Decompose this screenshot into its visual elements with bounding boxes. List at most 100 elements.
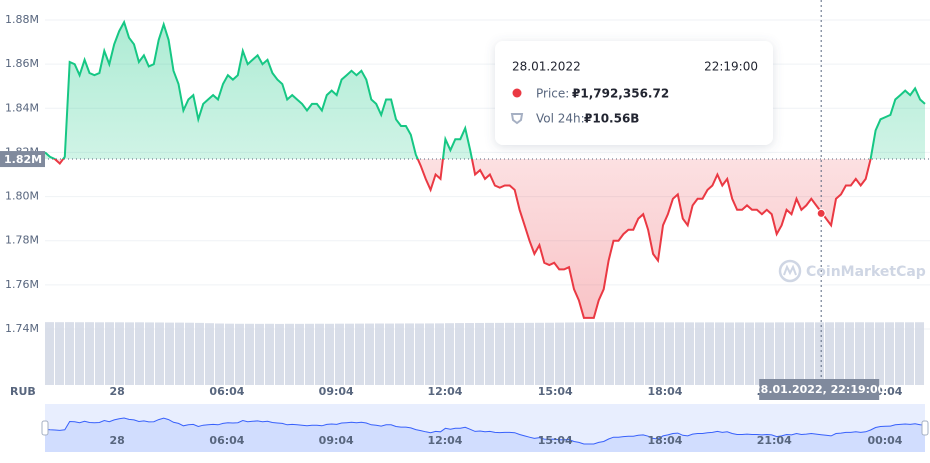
x-tick-label: 06:04 bbox=[209, 385, 244, 398]
volume-bar bbox=[225, 323, 234, 385]
x-tick-label: 15:04 bbox=[538, 385, 573, 398]
tooltip-price-name: Price: bbox=[536, 87, 569, 101]
volume-bar bbox=[285, 323, 294, 385]
volume-bar bbox=[305, 323, 314, 385]
navigator-tick-label: 09:04 bbox=[319, 434, 354, 447]
navigator-tick-label: 21:04 bbox=[757, 434, 792, 447]
volume-bar bbox=[465, 323, 474, 385]
x-tick-label: 12:04 bbox=[427, 385, 462, 398]
volume-bar bbox=[805, 322, 814, 385]
tooltip-time: 22:19:00 bbox=[704, 60, 758, 74]
volume-bar bbox=[445, 323, 454, 385]
watermark-logo-mark bbox=[783, 264, 797, 276]
volume-bar bbox=[625, 322, 634, 385]
navigator-tick-label: 28 bbox=[110, 434, 125, 447]
volume-bar bbox=[705, 322, 714, 385]
volume-bar bbox=[595, 322, 604, 385]
volume-bar bbox=[485, 322, 494, 385]
x-tick-label: 18:04 bbox=[647, 385, 682, 398]
volume-bar bbox=[635, 322, 644, 385]
area-layer bbox=[0, 19, 930, 319]
volume-bar bbox=[915, 322, 924, 385]
volume-bar bbox=[405, 323, 414, 385]
volume-bar bbox=[835, 322, 844, 385]
tooltip-price: ₽1,792,356.72 bbox=[572, 87, 669, 101]
volume-bar bbox=[95, 322, 104, 385]
x-tick-label: 09:04 bbox=[319, 385, 354, 398]
volume-bar bbox=[175, 322, 184, 385]
volume-bar bbox=[55, 322, 64, 385]
tooltip: 28.01.2022 22:19:00 Price: ₽1,792,356.72… bbox=[495, 41, 773, 145]
navigator-tick-label: 18:04 bbox=[647, 434, 682, 447]
volume-bar bbox=[415, 323, 424, 385]
volume-bar bbox=[435, 323, 444, 385]
volume-layer bbox=[45, 322, 924, 385]
volume-bar bbox=[615, 322, 624, 385]
volume-bar bbox=[605, 322, 614, 385]
volume-bar bbox=[585, 322, 594, 385]
navigator-tick-label: 06:04 bbox=[209, 434, 244, 447]
volume-bar bbox=[335, 323, 344, 385]
volume-bar bbox=[85, 322, 94, 385]
volume-bar bbox=[505, 322, 514, 385]
volume-bar bbox=[255, 323, 264, 385]
overlay-layer: 28 06:04 09:04 12:04 15:04 18:04 21:04 00:04 28 0… bbox=[0, 0, 929, 452]
volume-bar bbox=[185, 322, 194, 385]
y-tick-label: 1.74M bbox=[5, 322, 39, 335]
navigator-tick-label: 00:04 bbox=[867, 434, 902, 447]
volume-bar bbox=[555, 322, 564, 385]
tooltip-volume-icon bbox=[510, 113, 524, 125]
volume-bar bbox=[725, 322, 734, 385]
volume-bar bbox=[455, 323, 464, 385]
volume-bar bbox=[715, 322, 724, 385]
navigator-handle bbox=[921, 420, 929, 436]
price-line-up bbox=[44, 19, 926, 160]
hover-dot bbox=[816, 208, 826, 218]
volume-bar bbox=[855, 322, 864, 385]
tooltip-volume: ₽10.56B bbox=[584, 112, 639, 126]
volume-bar bbox=[355, 323, 364, 385]
volume-bar bbox=[825, 322, 834, 385]
y-tick-label: 1.84M bbox=[5, 101, 39, 114]
y-tick-label: 1.76M bbox=[5, 278, 39, 291]
tooltip-volume-name: Vol 24h: bbox=[536, 112, 585, 126]
y-tick-label: 1.80M bbox=[5, 190, 39, 203]
volume-bar bbox=[235, 323, 244, 385]
volume-bar bbox=[475, 322, 484, 385]
volume-bar bbox=[885, 322, 894, 385]
volume-bar bbox=[815, 322, 824, 385]
watermark: CoinMarketCap bbox=[778, 259, 926, 283]
volume-bar bbox=[315, 323, 324, 385]
volume-bar bbox=[775, 322, 784, 385]
volume-bar bbox=[275, 323, 284, 385]
volume-bar bbox=[115, 322, 124, 385]
tooltip-box bbox=[495, 41, 773, 145]
volume-bar bbox=[425, 323, 434, 385]
volume-bar bbox=[735, 322, 744, 385]
volume-bar bbox=[195, 322, 204, 385]
volume-bar bbox=[515, 322, 524, 385]
y-tick-label: 1.88M bbox=[5, 13, 39, 26]
volume-bar bbox=[755, 322, 764, 385]
volume-bar bbox=[685, 322, 694, 385]
volume-bar bbox=[565, 322, 574, 385]
price-area-up bbox=[45, 22, 925, 160]
volume-bar bbox=[135, 322, 144, 385]
volume-bar bbox=[245, 323, 254, 385]
volume-bar bbox=[295, 323, 304, 385]
volume-bar bbox=[65, 322, 74, 385]
volume-bar bbox=[655, 322, 664, 385]
crosshair-label-box bbox=[759, 379, 880, 400]
volume-bar bbox=[575, 322, 584, 385]
tooltip-price-dot bbox=[512, 88, 522, 98]
watermark-logo bbox=[778, 259, 802, 283]
volume-bar bbox=[765, 322, 774, 385]
volume-bar bbox=[395, 323, 404, 385]
volume-bar bbox=[845, 322, 854, 385]
navigator-handle bbox=[41, 420, 49, 436]
y-tick-label: 1.78M bbox=[5, 234, 39, 247]
y-tick-label: 1.86M bbox=[5, 57, 39, 70]
volume-bar bbox=[745, 322, 754, 385]
volume-bar bbox=[865, 322, 874, 385]
